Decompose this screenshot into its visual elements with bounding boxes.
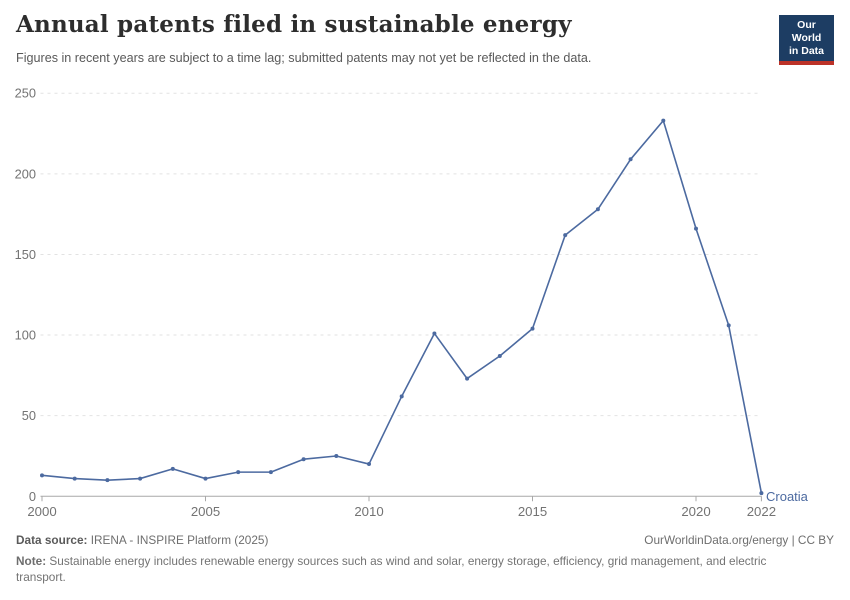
data-point[interactable] <box>203 476 208 481</box>
entity-label[interactable]: Croatia <box>766 489 808 504</box>
chart-title: Annual patents filed in sustainable ener… <box>16 11 572 38</box>
y-tick-label: 0 <box>29 489 36 504</box>
data-point[interactable] <box>40 473 44 478</box>
x-tick-label: 2000 <box>27 504 56 519</box>
chart-subtitle: Figures in recent years are subject to a… <box>16 51 592 65</box>
data-point[interactable] <box>334 453 339 458</box>
data-point[interactable] <box>268 470 273 475</box>
data-point[interactable] <box>628 157 633 162</box>
data-point[interactable] <box>661 118 666 123</box>
data-source-label: Data source: <box>16 533 88 547</box>
data-point[interactable] <box>530 326 535 331</box>
y-tick-label: 50 <box>22 408 36 423</box>
x-tick-label: 2020 <box>681 504 710 519</box>
data-point[interactable] <box>694 226 698 231</box>
owid-logo-line2: in Data <box>788 45 824 58</box>
data-source-value: IRENA - INSPIRE Platform (2025) <box>87 533 269 547</box>
data-point[interactable] <box>105 478 110 483</box>
data-point[interactable] <box>399 394 404 399</box>
data-point[interactable] <box>759 491 764 496</box>
owid-logo[interactable]: Our World in Data <box>779 15 834 66</box>
data-point[interactable] <box>497 354 502 359</box>
data-point[interactable] <box>465 376 470 381</box>
chart-footer: Data source: IRENA - INSPIRE Platform (2… <box>16 533 834 586</box>
y-tick-label: 150 <box>15 247 36 262</box>
note-value: Sustainable energy includes renewable en… <box>16 554 767 585</box>
y-tick-label: 100 <box>15 328 36 343</box>
x-tick-label: 2005 <box>191 504 220 519</box>
note-label: Note: <box>16 554 47 569</box>
chart-note: Note: Sustainable energy includes renewa… <box>16 554 798 586</box>
data-point[interactable] <box>563 233 568 238</box>
data-point[interactable] <box>72 476 77 481</box>
data-point[interactable] <box>236 470 241 475</box>
x-tick-label: 2015 <box>518 504 547 519</box>
data-point[interactable] <box>138 476 143 481</box>
license-link[interactable]: OurWorldinData.org/energy | CC BY <box>644 533 834 547</box>
x-tick-label: 2022 <box>747 504 776 519</box>
data-point[interactable] <box>432 331 437 336</box>
data-point[interactable] <box>367 462 371 467</box>
y-tick-label: 200 <box>15 166 36 181</box>
x-tick-label: 2010 <box>354 504 383 519</box>
data-point[interactable] <box>301 457 306 462</box>
line-chart: 0 50 100 150 200 250 2000 2005 2010 2015 2020 2022 <box>15 86 776 519</box>
owid-logo-line1: Our World <box>791 19 822 45</box>
y-tick-label: 250 <box>15 86 36 101</box>
data-point[interactable] <box>170 466 175 471</box>
line-series-croatia[interactable] <box>41 119 763 494</box>
data-source: Data source: IRENA - INSPIRE Platform (2… <box>16 533 268 548</box>
data-point[interactable] <box>726 323 731 328</box>
data-point[interactable] <box>595 207 600 212</box>
